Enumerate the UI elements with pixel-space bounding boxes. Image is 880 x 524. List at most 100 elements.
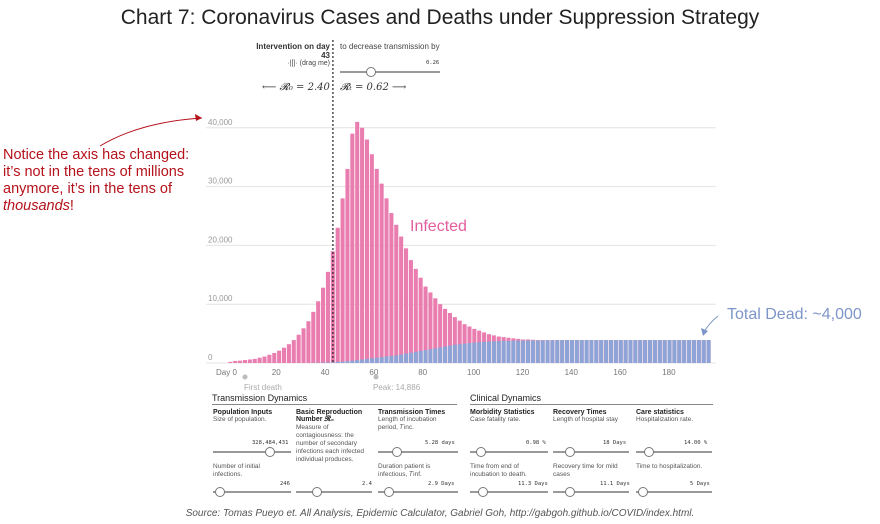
dead-bar	[501, 340, 506, 363]
time-to-death-desc: Time from end of incubation to death.	[470, 463, 527, 478]
dead-arrow-head	[701, 328, 708, 336]
dead-bar	[550, 340, 555, 363]
incubation-value: 5.28 days	[425, 440, 455, 446]
initial-infections-slider[interactable]	[213, 487, 291, 497]
dead-bar	[623, 340, 628, 363]
infected-bar	[418, 277, 423, 363]
dead-bar	[652, 340, 657, 363]
dead-bar	[638, 340, 643, 363]
dead-bar	[496, 341, 501, 363]
infected-bar	[433, 298, 438, 363]
chart-title: Chart 7: Coronavirus Cases and Deaths un…	[120, 6, 760, 29]
incubation-slider[interactable]	[378, 447, 458, 457]
time-to-hospital-slider[interactable]	[636, 487, 712, 497]
infected-bar	[257, 357, 262, 363]
infected-bar	[369, 154, 374, 363]
drag-handle-hint[interactable]: ·|[|· (drag me)	[287, 60, 330, 67]
infected-bar	[330, 251, 335, 363]
infected-bar	[316, 301, 321, 363]
time-to-death-slider-knob[interactable]	[478, 487, 488, 497]
dead-bar	[584, 340, 589, 363]
time-to-hospital-slider-knob[interactable]	[638, 487, 648, 497]
dead-bar	[433, 348, 438, 363]
dead-bar	[330, 362, 335, 363]
infectious-slider-knob[interactable]	[384, 487, 394, 497]
time-to-death-slider[interactable]	[470, 487, 548, 497]
dead-bar	[369, 358, 374, 363]
infected-bar	[389, 213, 394, 363]
incubation-slider-knob[interactable]	[392, 447, 402, 457]
dead-bar	[345, 361, 350, 363]
hospitalization-rate-value: 14.00 %	[684, 440, 708, 446]
hospital-stay-value: 18 Days	[603, 440, 627, 446]
transmission-slider-knob[interactable]	[366, 67, 376, 77]
infected-bar	[238, 360, 243, 363]
infected-bar	[457, 320, 462, 363]
dead-bar	[565, 340, 570, 363]
infected-bar	[360, 127, 365, 363]
peak-marker	[373, 374, 379, 380]
fatality-slider[interactable]	[470, 447, 548, 457]
infected-bar	[301, 328, 306, 363]
dead-bar	[413, 351, 418, 363]
infected-bar	[286, 344, 291, 363]
peak-label: Peak: 14,886	[373, 383, 421, 392]
intervention-control[interactable]: Intervention on day 43 ·|[|· (drag me)	[244, 42, 330, 67]
dead-bar	[403, 353, 409, 363]
dead-bar	[560, 340, 565, 363]
r0-desc: Measure of contagiousness: the number of…	[296, 424, 364, 463]
mild-recovery-slider[interactable]	[553, 487, 629, 497]
first-death-label: First death	[244, 383, 282, 392]
dead-bar	[569, 340, 574, 363]
dead-bar	[662, 340, 667, 363]
infected-bar	[252, 358, 257, 363]
dead-bar	[447, 345, 452, 363]
transmission-value: 0.26	[426, 60, 440, 66]
dead-bar	[594, 340, 599, 363]
dead-bar	[599, 340, 604, 363]
hospitalization-rate-slider-knob[interactable]	[644, 447, 654, 457]
infected-bar	[340, 198, 345, 363]
annotation-line-4-end: !	[69, 198, 74, 214]
dead-bar	[423, 350, 428, 363]
hospital-stay-slider[interactable]	[553, 447, 629, 457]
hospitalization-rate-slider[interactable]	[636, 447, 712, 457]
infected-bar	[384, 198, 389, 363]
r0-slider-knob[interactable]	[312, 487, 322, 497]
dead-bar	[418, 350, 423, 363]
hospital-stay-slider-knob[interactable]	[565, 447, 575, 457]
x-tick-label: 120	[516, 368, 530, 377]
r0-slider[interactable]	[296, 487, 372, 497]
infected-bar	[281, 347, 287, 363]
transmission-slider[interactable]	[340, 67, 440, 81]
dead-bar	[443, 346, 448, 363]
infected-bar	[374, 168, 379, 363]
dead-bar	[516, 340, 521, 363]
population-slider[interactable]	[213, 447, 291, 457]
infected-bar	[321, 287, 326, 363]
time-to-death-value: 11.3 Days	[518, 481, 548, 487]
infectious-slider[interactable]	[378, 487, 458, 497]
mild-recovery-slider-knob[interactable]	[565, 487, 575, 497]
population-slider-knob[interactable]	[265, 447, 275, 457]
initial-infections-slider-knob[interactable]	[215, 487, 225, 497]
fatality-slider-knob[interactable]	[476, 447, 486, 457]
incubation-desc: Length of incubation period, 𝑇inc.	[378, 416, 437, 431]
dead-bar	[467, 343, 472, 363]
infected-bar	[379, 183, 384, 363]
dead-bar	[540, 340, 545, 363]
infected-bar	[394, 224, 399, 363]
dead-bar	[525, 340, 531, 363]
dead-bar	[579, 340, 584, 363]
dead-bar	[462, 343, 467, 363]
infected-bar	[311, 311, 316, 363]
dead-bar	[613, 340, 618, 363]
dead-bar	[452, 344, 457, 363]
r0-value: 2.4	[362, 481, 372, 487]
morbidity-panel: Morbidity Statistics Case fatality rate.	[470, 409, 550, 424]
infected-bar	[242, 360, 248, 363]
dead-bar	[691, 340, 696, 363]
x-tick-label: 80	[418, 368, 427, 377]
dead-bar	[628, 340, 633, 363]
decrease-transmission-label: to decrease transmission by	[340, 42, 440, 51]
